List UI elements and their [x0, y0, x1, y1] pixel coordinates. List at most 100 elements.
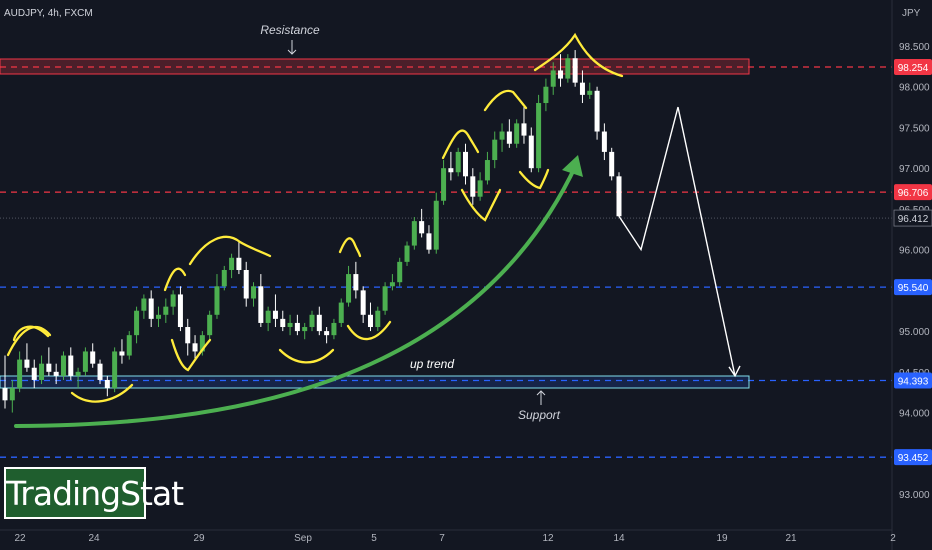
candle-body[interactable] [360, 290, 366, 315]
candle-body[interactable] [24, 359, 30, 368]
candle-body[interactable] [572, 58, 578, 83]
candle-body[interactable] [375, 310, 381, 328]
candle-body[interactable] [587, 90, 593, 95]
candle-body[interactable] [53, 371, 59, 376]
candle-body[interactable] [404, 245, 410, 262]
candles[interactable] [2, 50, 622, 413]
candle-body[interactable] [163, 306, 169, 315]
candle-body[interactable] [258, 286, 264, 323]
candle-body[interactable] [97, 363, 103, 380]
candle-body[interactable] [477, 180, 483, 197]
candle-body[interactable] [558, 70, 564, 79]
candle-body[interactable] [192, 343, 198, 352]
candle-body[interactable] [60, 355, 66, 376]
candle-body[interactable] [126, 335, 132, 356]
candle-body[interactable] [207, 314, 213, 336]
candle-body[interactable] [389, 282, 395, 287]
candle-body[interactable] [441, 168, 447, 201]
candle-body[interactable] [68, 355, 74, 376]
candle-body[interactable] [499, 131, 505, 140]
candle-body[interactable] [82, 351, 88, 372]
time-tick-label: 5 [371, 533, 377, 544]
candle-body[interactable] [536, 103, 542, 169]
candle-body[interactable] [17, 359, 23, 389]
candle-body[interactable] [601, 131, 607, 152]
candle-body[interactable] [543, 86, 549, 104]
time-axis[interactable]: 22 24 29 Sep 5 7 12 14 19 21 2 [0, 529, 896, 544]
candle-body[interactable] [9, 388, 15, 401]
candle-body[interactable] [119, 351, 125, 356]
level-price-label: 93.452 [898, 453, 929, 464]
candle-body[interactable] [112, 351, 118, 389]
price-tick-label: 96.000 [899, 246, 930, 257]
candle-body[interactable] [185, 327, 191, 344]
candle-body[interactable] [550, 70, 556, 87]
candle-body[interactable] [528, 135, 534, 169]
candle-body[interactable] [616, 176, 622, 217]
candle-body[interactable] [324, 331, 330, 336]
candle-body[interactable] [411, 221, 417, 246]
support-arrow [536, 390, 546, 405]
candle-body[interactable] [455, 151, 461, 173]
level-price-label: 94.393 [898, 377, 929, 388]
candle-body[interactable] [280, 318, 286, 328]
candle-body[interactable] [346, 274, 352, 303]
candle-body[interactable] [463, 151, 468, 177]
candle-body[interactable] [214, 286, 220, 315]
candle-body[interactable] [309, 314, 315, 328]
candle-body[interactable] [265, 310, 271, 323]
candle-body[interactable] [484, 160, 490, 181]
candle-body[interactable] [367, 314, 373, 328]
candle-body[interactable] [492, 139, 498, 161]
candle-body[interactable] [594, 90, 600, 132]
candle-body[interactable] [141, 298, 147, 311]
candle-body[interactable] [156, 314, 161, 319]
candle-body[interactable] [272, 310, 278, 319]
candle-body[interactable] [514, 123, 520, 144]
candle-body[interactable] [448, 168, 454, 173]
price-axis[interactable]: JPY93.00093.50094.00094.50095.00095.5009… [891, 0, 932, 550]
candle-body[interactable] [470, 176, 476, 197]
candle-body[interactable] [31, 367, 37, 380]
candle-body[interactable] [243, 270, 249, 299]
candle-body[interactable] [294, 322, 300, 332]
candle-body[interactable] [521, 123, 527, 136]
candle-body[interactable] [331, 322, 337, 336]
swing-mark [338, 237, 362, 258]
candle-body[interactable] [134, 310, 140, 336]
candle-body[interactable] [177, 294, 183, 328]
candle-body[interactable] [353, 274, 359, 291]
candle-body[interactable] [236, 257, 242, 270]
candle-body[interactable] [316, 314, 322, 332]
candle-body[interactable] [46, 363, 52, 372]
candle-body[interactable] [199, 335, 205, 352]
candle-body[interactable] [2, 388, 8, 401]
candle-body[interactable] [229, 257, 235, 270]
candle-body[interactable] [609, 151, 615, 177]
candle-body[interactable] [170, 294, 176, 307]
candle-body[interactable] [338, 302, 344, 323]
candle-body[interactable] [75, 371, 81, 376]
resistance-zone [0, 58, 750, 75]
candle-body[interactable] [148, 298, 154, 319]
projection-path [618, 106, 736, 377]
candle-body[interactable] [90, 351, 96, 364]
candle-body[interactable] [287, 322, 293, 328]
candle-body[interactable] [104, 379, 110, 389]
candle-body[interactable] [397, 261, 403, 283]
candle-body[interactable] [419, 221, 425, 234]
candle-body[interactable] [565, 58, 571, 79]
candle-body[interactable] [579, 82, 585, 95]
candle-body[interactable] [433, 200, 439, 250]
candle-body[interactable] [506, 131, 512, 144]
swing-mark [188, 235, 272, 266]
candle-body[interactable] [302, 327, 308, 332]
candle-body[interactable] [221, 270, 227, 287]
symbol-title[interactable]: AUDJPY, 4h, FXCM [4, 8, 93, 19]
candle-body[interactable] [426, 233, 432, 250]
candle-body[interactable] [382, 286, 388, 311]
candle-body[interactable] [39, 363, 45, 380]
candle-body[interactable] [251, 286, 257, 299]
